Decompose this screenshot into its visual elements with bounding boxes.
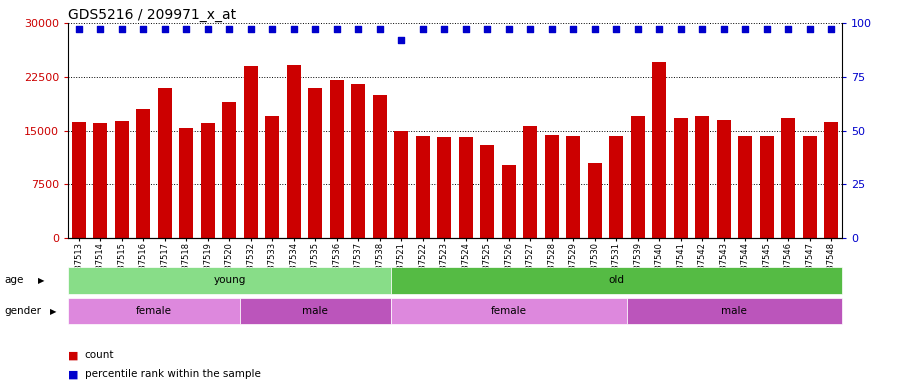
Point [179,26,194,33]
Point [803,26,817,33]
Bar [68,267,390,294]
Point [329,26,344,33]
Bar [673,118,688,238]
Bar [545,135,559,238]
Text: male: male [722,306,747,316]
Point [695,26,710,33]
Bar [480,145,494,238]
Bar [609,136,623,238]
Text: female: female [136,306,172,316]
Point [265,26,279,33]
Bar [390,267,842,294]
Bar [695,116,709,238]
Text: ■: ■ [68,369,82,379]
Bar [631,116,644,238]
Text: old: old [608,275,624,285]
Bar [244,66,258,238]
Point [501,26,516,33]
Bar [158,88,172,238]
Bar [266,116,279,238]
Text: ▶: ▶ [38,276,45,285]
Point [716,26,731,33]
Point [372,26,387,33]
Point [631,26,645,33]
Point [824,26,838,33]
Text: male: male [302,306,329,316]
Text: percentile rank within the sample: percentile rank within the sample [85,369,260,379]
Point [287,26,301,33]
Point [308,26,323,33]
Bar [501,165,516,238]
Point [416,26,430,33]
Point [652,26,666,33]
Bar [416,136,430,238]
Text: female: female [490,306,527,316]
Point [93,26,107,33]
Bar [308,88,322,238]
Bar [781,118,795,238]
Bar [351,84,365,238]
Point [157,26,172,33]
Point [587,26,602,33]
Point [759,26,774,33]
Text: ■: ■ [68,350,82,360]
Point [781,26,795,33]
Point [738,26,753,33]
Bar [68,298,240,324]
Point [72,26,86,33]
Text: gender: gender [5,306,42,316]
Point [136,26,151,33]
Bar [287,65,301,238]
Bar [94,123,107,238]
Bar [824,122,838,238]
Point [115,26,129,33]
Point [222,26,237,33]
Point [544,26,559,33]
Bar [760,136,774,238]
Point [566,26,581,33]
Bar [523,126,537,238]
Point [351,26,366,33]
Bar [390,298,627,324]
Bar [438,137,451,238]
Point [609,26,623,33]
Bar [136,109,150,238]
Bar [240,298,390,324]
Bar [627,298,842,324]
Text: GDS5216 / 209971_x_at: GDS5216 / 209971_x_at [68,8,237,22]
Bar [329,80,344,238]
Bar [115,121,129,238]
Text: age: age [5,275,24,285]
Point [480,26,494,33]
Bar [652,63,666,238]
Bar [459,137,472,238]
Bar [72,122,86,238]
Bar [222,102,237,238]
Bar [803,136,816,238]
Bar [201,123,215,238]
Bar [588,163,602,238]
Point [244,26,258,33]
Text: ▶: ▶ [50,306,56,316]
Point [200,26,215,33]
Bar [738,136,752,238]
Bar [566,136,581,238]
Bar [373,95,387,238]
Text: young: young [213,275,246,285]
Bar [716,120,731,238]
Point [459,26,473,33]
Point [523,26,538,33]
Text: count: count [85,350,114,360]
Point [673,26,688,33]
Bar [179,128,194,238]
Point [394,37,409,43]
Point [437,26,451,33]
Bar [394,131,409,238]
